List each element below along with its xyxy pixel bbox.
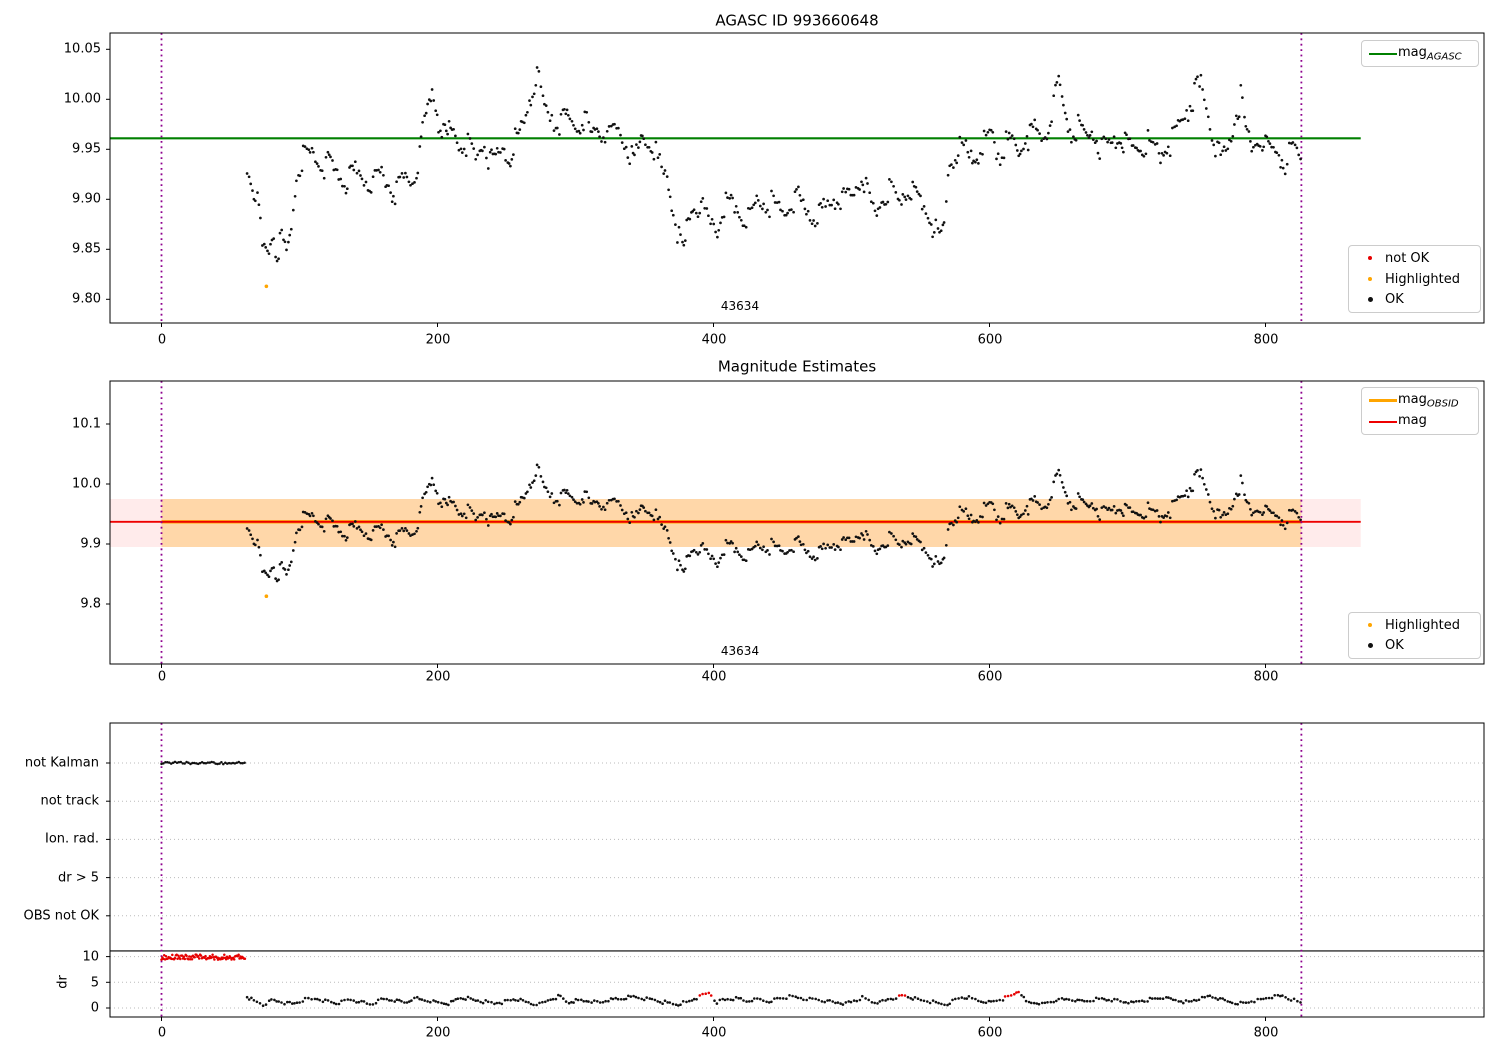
- top-plot-title: AGASC ID 993660648: [715, 11, 879, 30]
- middle-ytick-label: 9.9: [80, 536, 101, 552]
- dr-tick-label: 0: [90, 1000, 99, 1016]
- legend-entry-ok: OK: [1355, 636, 1474, 657]
- middle-obsid-label: 43634: [720, 644, 760, 658]
- top-obsid-label: 43634: [720, 299, 760, 313]
- not-ok-marker-sample: [1355, 256, 1385, 261]
- middle-xtick-label: 200: [425, 669, 451, 685]
- ok-marker-sample: [1355, 643, 1385, 649]
- legend-label: OK: [1385, 638, 1404, 654]
- middle-marker-legend: Highlighted OK: [1348, 612, 1481, 659]
- top-ytick-label: 10.05: [63, 41, 101, 57]
- top-ytick-label: 9.95: [72, 141, 101, 157]
- middle-xtick-label: 600: [977, 669, 1003, 685]
- legend-label: magOBSID: [1398, 391, 1459, 410]
- bottom-xtick-label: 400: [701, 1025, 727, 1041]
- bottom-xtick-label: 800: [1253, 1025, 1279, 1041]
- top-xtick-label: 200: [425, 332, 451, 348]
- highlighted-marker-sample: [1355, 277, 1385, 281]
- highlighted-marker-sample: [1355, 623, 1385, 628]
- legend-entry-mag-obsid: magOBSID: [1368, 390, 1472, 411]
- legend-entry-mag-agasc: magAGASC: [1368, 43, 1472, 64]
- middle-ytick-label: 10.0: [72, 476, 101, 492]
- top-line-legend: magAGASC: [1361, 40, 1479, 67]
- dr-tick-label: 5: [90, 975, 99, 991]
- ok-marker-sample: [1355, 297, 1385, 303]
- top-xtick-label: 800: [1253, 332, 1279, 348]
- top-ytick-label: 9.80: [72, 291, 101, 307]
- top-marker-legend: not OK Highlighted OK: [1348, 245, 1481, 313]
- mag-line-sample: [1368, 420, 1398, 423]
- bottom-xtick-label: 0: [157, 1025, 167, 1041]
- legend-entry-mag: mag: [1368, 411, 1472, 432]
- legend-entry-ok: OK: [1355, 289, 1474, 310]
- middle-ytick-label: 10.1: [72, 416, 101, 432]
- dr-tick-label: 10: [82, 949, 99, 965]
- flag-label-dr-gt-5: dr > 5: [57, 870, 99, 886]
- legend-label: Highlighted: [1385, 617, 1460, 633]
- flag-label-not-kalman: not Kalman: [24, 755, 99, 771]
- flag-label-not-track: not track: [40, 793, 99, 809]
- middle-xtick-label: 800: [1253, 669, 1279, 685]
- legend-label: mag: [1398, 412, 1427, 428]
- mag-obsid-line-sample: [1368, 399, 1398, 402]
- middle-plot-title: Magnitude Estimates: [717, 357, 877, 376]
- dr-axis-label: dr: [55, 975, 71, 989]
- top-xtick-label: 0: [157, 332, 167, 348]
- middle-xtick-label: 400: [701, 669, 727, 685]
- legend-label: Highlighted: [1385, 271, 1460, 287]
- middle-xtick-label: 0: [157, 669, 167, 685]
- top-xtick-label: 400: [701, 332, 727, 348]
- legend-entry-not-ok: not OK: [1355, 248, 1474, 269]
- bottom-xtick-label: 200: [425, 1025, 451, 1041]
- top-ytick-label: 9.90: [72, 191, 101, 207]
- legend-entry-highlighted: Highlighted: [1355, 269, 1474, 290]
- bottom-xtick-label: 600: [977, 1025, 1003, 1041]
- flag-label-obs-not-ok: OBS not OK: [23, 908, 100, 924]
- middle-line-legend: magOBSID mag: [1361, 387, 1479, 435]
- legend-entry-highlighted: Highlighted: [1355, 615, 1474, 636]
- top-xtick-label: 600: [977, 332, 1003, 348]
- mag-agasc-line-sample: [1368, 52, 1398, 55]
- middle-ytick-label: 9.8: [80, 596, 101, 612]
- top-ytick-label: 9.85: [72, 241, 101, 257]
- top-ytick-label: 10.00: [63, 91, 101, 107]
- legend-label: not OK: [1385, 250, 1430, 266]
- legend-label: OK: [1385, 292, 1404, 308]
- flag-label-ion-rad: Ion. rad.: [45, 831, 99, 847]
- legend-label: magAGASC: [1398, 44, 1462, 63]
